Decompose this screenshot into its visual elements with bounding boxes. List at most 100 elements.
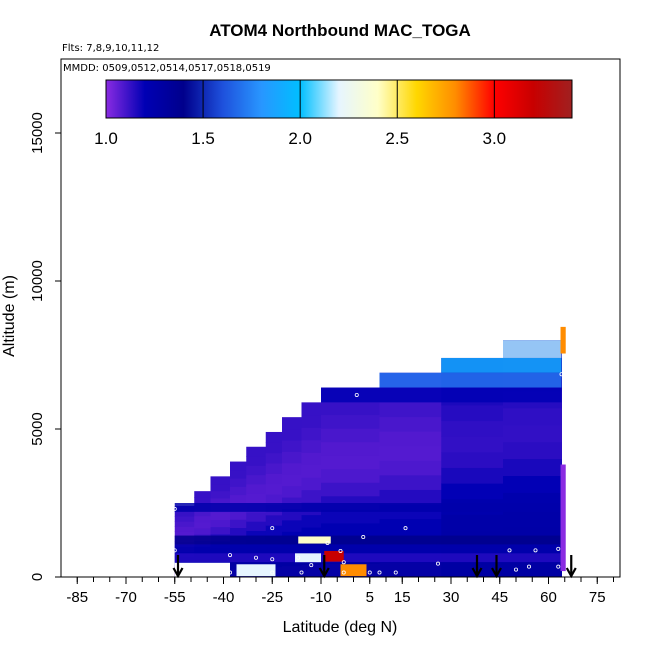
x-tick-label: -55 (164, 589, 186, 606)
heatmap-cell (441, 420, 504, 437)
heatmap-cell (282, 417, 302, 430)
heatmap-cell (265, 442, 283, 454)
heatmap-cell (379, 460, 442, 476)
heatmap-feature (295, 553, 321, 563)
heatmap-cell (265, 431, 283, 443)
colorbar-tick-label: 1.5 (191, 129, 215, 148)
heatmap-cell (321, 455, 380, 470)
sample-points-layer (172, 372, 564, 575)
chart-title: ATOM4 Northbound MAC_TOGA (209, 21, 471, 40)
sample-point (253, 555, 258, 560)
heatmap-cell (265, 473, 283, 485)
sample-point (361, 535, 366, 540)
heatmap-cell (503, 424, 562, 443)
y-axis: 0 5000 10000 15000 (29, 112, 61, 581)
x-tick-label: 75 (589, 589, 606, 606)
heatmap-cell (379, 416, 442, 432)
x-tick-label: 30 (443, 589, 460, 606)
sample-point (299, 570, 304, 575)
x-axis-label: Latitude (deg N) (283, 619, 398, 636)
heatmap-cell (246, 493, 267, 504)
heatmap-cell (301, 489, 322, 503)
heatmap-cell (301, 514, 322, 528)
heatmap-layer-band (503, 340, 562, 358)
heatmap-cell (301, 427, 322, 441)
sample-point (341, 570, 346, 575)
heatmap-cell (265, 452, 283, 464)
heatmap-cell (441, 467, 504, 484)
x-tick-label: -70 (115, 589, 137, 606)
heatmap-cell (321, 401, 380, 416)
x-tick-label: 15 (394, 589, 411, 606)
heatmap-cell (230, 527, 247, 537)
sample-point (309, 563, 314, 568)
heatmap-cell (282, 462, 302, 475)
heatmap-cell (174, 511, 195, 517)
heatmap-cell (321, 482, 380, 497)
heatmap-cell (282, 474, 302, 487)
heatmap-cell (194, 521, 211, 529)
x-tick-label: 60 (540, 589, 557, 606)
heatmap-cell (321, 414, 380, 429)
heatmap-cell (379, 489, 442, 505)
flight-arrow (491, 555, 502, 579)
heatmap-cell (503, 407, 562, 426)
colorbar-tick-label: 2.5 (385, 129, 409, 148)
heatmap-feature (340, 564, 367, 577)
x-tick-label: -85 (66, 589, 88, 606)
sample-point (296, 555, 301, 560)
heatmap-cell (210, 476, 231, 485)
heatmap-cell (246, 530, 267, 541)
heatmap-layer (174, 326, 566, 577)
heatmap-cell (230, 486, 247, 496)
heatmap-cell (230, 461, 247, 471)
heatmap-cell (210, 490, 231, 499)
heatmap-cell (503, 475, 562, 493)
x-tick-label: 5 (366, 589, 374, 606)
sample-point (435, 561, 440, 566)
heatmap-cell (265, 494, 283, 505)
heatmap-feature (560, 464, 566, 572)
heatmap-feature (560, 326, 566, 354)
heatmap-cell (230, 494, 247, 504)
heatmap-cell (174, 526, 195, 532)
flight-arrow (471, 555, 483, 579)
x-tick-label: -40 (213, 589, 235, 606)
heatmap-layer-band (230, 562, 562, 577)
sample-point (367, 570, 372, 575)
y-tick-label: 0 (29, 573, 46, 581)
heatmap-cell (379, 401, 442, 418)
colorbar-tick-label: 2.0 (288, 129, 312, 148)
heatmap-cell (503, 458, 562, 477)
heatmap-layer-band (441, 357, 562, 373)
flight-arrow (565, 555, 577, 579)
heatmap-cell (301, 402, 322, 416)
colorbar-tick-label: 1.0 (94, 129, 118, 148)
heatmap-cell (246, 446, 267, 457)
sample-point (270, 526, 275, 531)
heatmap-cell (321, 509, 380, 524)
heatmap-cell (265, 483, 283, 495)
heatmap-cell (301, 464, 322, 478)
heatmap-cell (282, 439, 302, 452)
y-tick-label: 5000 (29, 412, 46, 445)
heatmap-cell (282, 428, 302, 441)
heatmap-cell (282, 508, 302, 521)
colorbar-tick-label: 3.0 (483, 129, 507, 148)
heatmap-cell (210, 512, 231, 520)
sample-point (514, 567, 519, 572)
sample-point (559, 372, 564, 377)
heatmap-cell (210, 483, 231, 492)
heatmap-cell (174, 516, 195, 522)
heatmap-cell (194, 497, 211, 504)
flight-arrows-layer (172, 555, 577, 579)
y-tick-label: 15000 (29, 112, 46, 154)
x-tick-label: -25 (261, 589, 283, 606)
heatmap-cell (503, 441, 562, 460)
heatmap-cell (379, 474, 442, 490)
heatmap-cell (265, 463, 283, 474)
heatmap-feature (324, 550, 344, 562)
heatmap-layer-band (174, 535, 562, 545)
sample-point (556, 564, 561, 569)
